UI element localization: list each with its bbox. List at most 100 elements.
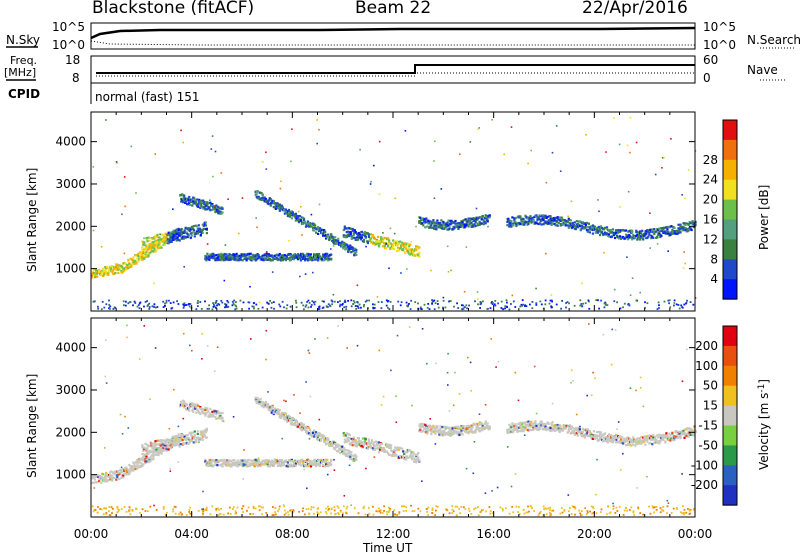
data-cell (153, 453, 156, 456)
data-cell (318, 305, 321, 308)
data-cell (609, 437, 613, 440)
data-cell (550, 306, 553, 309)
data-cell (694, 222, 697, 225)
data-cell (540, 223, 543, 226)
data-cell (595, 431, 598, 434)
data-cell (253, 307, 255, 310)
data-cell (671, 229, 674, 232)
data-cell (193, 197, 196, 200)
data-cell (194, 407, 197, 410)
data-cell (405, 301, 408, 304)
data-cell (425, 424, 428, 428)
data-cell (313, 229, 316, 232)
data-cell (205, 227, 208, 230)
data-cell (559, 170, 562, 172)
data-cell (632, 233, 635, 236)
data-cell (271, 409, 274, 412)
data-cell (515, 216, 518, 219)
data-cell (212, 464, 215, 468)
data-cell (476, 425, 479, 428)
data-cell (217, 256, 220, 259)
data-cell (267, 253, 270, 256)
data-cell (537, 423, 540, 426)
data-cell (208, 258, 211, 261)
data-cell (613, 439, 616, 442)
data-cell (315, 431, 318, 434)
data-cell (358, 233, 361, 236)
data-cell (355, 248, 358, 252)
data-cell (510, 425, 513, 428)
data-cell (460, 225, 463, 228)
data-cell (130, 145, 133, 148)
data-cell (172, 208, 174, 210)
data-cell (160, 450, 163, 453)
data-cell (542, 214, 545, 217)
data-cell (461, 308, 464, 311)
colorbar-segment (723, 279, 737, 300)
data-cell (198, 198, 201, 201)
data-cell (286, 214, 289, 218)
freq-unit: [MHz] (4, 66, 36, 79)
data-cell (217, 303, 220, 305)
data-cell (589, 436, 592, 439)
data-cell (370, 180, 372, 183)
data-cell (548, 220, 551, 223)
data-cell (100, 481, 103, 484)
data-cell (557, 221, 560, 224)
data-cell (560, 307, 562, 310)
data-cell (408, 245, 411, 248)
data-cell (302, 217, 306, 220)
data-cell (180, 400, 183, 403)
data-cell (544, 425, 547, 428)
data-cell (261, 193, 264, 196)
data-cell (252, 462, 255, 465)
data-cell (312, 271, 314, 274)
data-cell (653, 232, 656, 236)
data-cell (189, 433, 192, 436)
data-cell (579, 299, 582, 302)
data-cell (434, 432, 437, 435)
data-cell (350, 251, 353, 254)
data-cell (357, 307, 360, 309)
data-cell (357, 437, 360, 440)
data-cell (334, 448, 337, 451)
data-cell (330, 299, 333, 302)
data-cell (219, 255, 222, 258)
data-cell (144, 252, 147, 256)
data-cell (690, 228, 693, 232)
data-cell (464, 306, 466, 308)
data-cell (245, 258, 248, 261)
data-cell (187, 228, 190, 231)
data-cell (275, 205, 278, 208)
data-cell (413, 452, 416, 455)
data-cell (204, 300, 206, 303)
data-cell (443, 429, 446, 432)
data-cell (214, 206, 216, 209)
data-cell (298, 256, 302, 259)
data-cell (401, 447, 404, 450)
data-cell (279, 413, 282, 416)
data-cell (183, 406, 186, 409)
data-cell (587, 222, 590, 225)
data-cell (248, 307, 250, 310)
data-cell (192, 228, 195, 231)
data-cell (378, 240, 382, 243)
data-cell (280, 204, 283, 207)
data-cell (598, 307, 600, 310)
data-cell (101, 301, 104, 303)
data-cell (657, 301, 660, 304)
data-cell (266, 462, 269, 466)
data-cell (244, 256, 247, 259)
data-cell (239, 258, 242, 261)
data-cell (486, 220, 489, 223)
data-cell (283, 306, 285, 309)
data-cell (486, 219, 489, 222)
data-cell (189, 438, 192, 441)
data-cell (141, 258, 144, 261)
data-cell (191, 204, 194, 207)
data-cell (374, 447, 378, 450)
data-cell (205, 427, 208, 430)
data-cell (332, 245, 335, 247)
data-cell (409, 454, 412, 457)
data-cell (127, 469, 130, 472)
